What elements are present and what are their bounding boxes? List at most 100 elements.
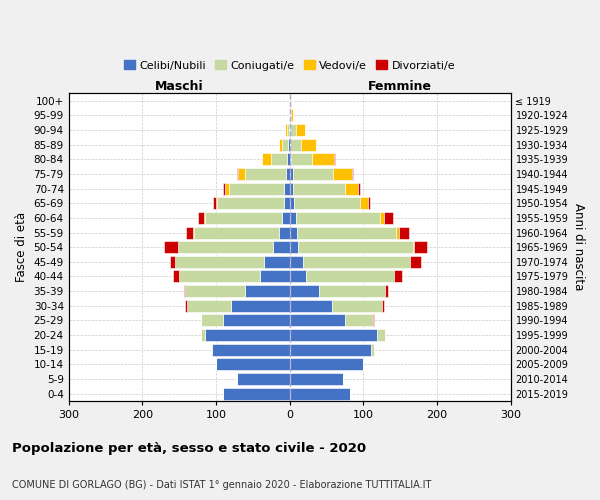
Bar (223, 182, 225, 194)
Bar (178, 241, 274, 253)
Bar (284, 182, 290, 194)
Bar (287, 154, 290, 166)
Bar (264, 256, 290, 268)
Bar (282, 212, 290, 224)
Text: Popolazione per età, sesso e stato civile - 2020: Popolazione per età, sesso e stato civil… (12, 442, 366, 455)
Bar (296, 212, 380, 224)
Bar (217, 197, 284, 209)
Bar (173, 270, 179, 282)
Text: Femmine: Femmine (368, 80, 432, 94)
Bar (377, 329, 385, 341)
Bar (382, 300, 384, 312)
Bar (290, 300, 332, 312)
Bar (204, 212, 205, 224)
Bar (293, 168, 333, 180)
Bar (278, 226, 290, 238)
Bar (290, 256, 303, 268)
Bar (290, 358, 363, 370)
Bar (236, 373, 290, 385)
Bar (380, 212, 384, 224)
Bar (290, 212, 296, 224)
Bar (211, 344, 212, 355)
Bar (245, 285, 290, 297)
Bar (290, 241, 298, 253)
Y-axis label: Fasce di età: Fasce di età (15, 212, 28, 282)
Bar (289, 124, 290, 136)
Bar (352, 168, 353, 180)
Bar (290, 138, 301, 150)
Bar (373, 314, 374, 326)
Bar (205, 329, 290, 341)
Bar (282, 138, 288, 150)
Bar (245, 168, 286, 180)
Legend: Celibi/Nubili, Coniugati/e, Vedovi/e, Divorziati/e: Celibi/Nubili, Coniugati/e, Vedovi/e, Di… (119, 56, 460, 75)
Bar (185, 285, 245, 297)
Bar (216, 197, 217, 209)
Bar (294, 197, 361, 209)
Bar (290, 329, 377, 341)
Bar (333, 168, 352, 180)
Bar (213, 197, 216, 209)
Bar (201, 314, 223, 326)
Bar (290, 124, 296, 136)
Bar (398, 226, 409, 238)
Bar (345, 182, 358, 194)
Bar (291, 110, 293, 122)
Bar (368, 197, 370, 209)
Bar (289, 110, 290, 122)
Text: Maschi: Maschi (155, 80, 203, 94)
Bar (164, 241, 178, 253)
Bar (284, 197, 290, 209)
Bar (334, 154, 335, 166)
Bar (306, 270, 394, 282)
Bar (290, 182, 293, 194)
Bar (260, 270, 290, 282)
Bar (288, 138, 290, 150)
Bar (301, 138, 316, 150)
Bar (170, 256, 175, 268)
Bar (296, 124, 305, 136)
Bar (223, 314, 290, 326)
Bar (410, 256, 421, 268)
Y-axis label: Anni di nascita: Anni di nascita (572, 204, 585, 291)
Bar (319, 285, 385, 297)
Bar (216, 358, 290, 370)
Bar (231, 300, 290, 312)
Bar (179, 270, 260, 282)
Bar (286, 168, 290, 180)
Bar (413, 241, 414, 253)
Bar (371, 344, 374, 355)
Bar (361, 197, 368, 209)
Bar (175, 256, 264, 268)
Bar (312, 154, 334, 166)
Bar (236, 168, 238, 180)
Bar (297, 226, 397, 238)
Bar (384, 212, 393, 224)
Bar (290, 154, 291, 166)
Bar (290, 168, 293, 180)
Bar (274, 241, 290, 253)
Bar (394, 270, 401, 282)
Bar (198, 212, 204, 224)
Bar (194, 226, 278, 238)
Bar (293, 182, 345, 194)
Bar (303, 256, 410, 268)
Bar (414, 241, 427, 253)
Bar (205, 212, 282, 224)
Bar (285, 124, 287, 136)
Bar (298, 241, 413, 253)
Bar (186, 226, 193, 238)
Bar (193, 226, 194, 238)
Bar (290, 388, 350, 400)
Bar (291, 154, 312, 166)
Bar (201, 329, 205, 341)
Bar (358, 182, 361, 194)
Bar (290, 285, 319, 297)
Bar (397, 226, 398, 238)
Bar (290, 344, 371, 355)
Text: COMUNE DI GORLAGO (BG) - Dati ISTAT 1° gennaio 2020 - Elaborazione TUTTITALIA.IT: COMUNE DI GORLAGO (BG) - Dati ISTAT 1° g… (12, 480, 431, 490)
Bar (184, 285, 185, 297)
Bar (185, 300, 187, 312)
Bar (290, 373, 343, 385)
Bar (187, 300, 231, 312)
